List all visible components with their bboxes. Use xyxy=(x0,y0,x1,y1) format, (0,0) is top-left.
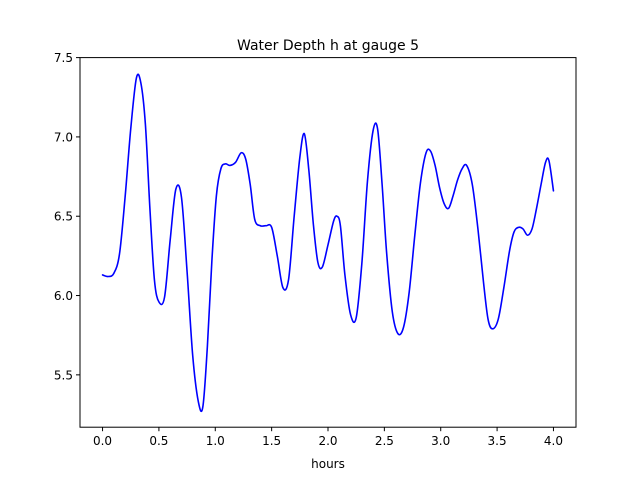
y-tick-label: 5.5 xyxy=(54,368,73,382)
x-tick-label: 0.5 xyxy=(149,434,168,448)
y-tick-label: 7.0 xyxy=(54,130,73,144)
x-axis: 0.0 0.5 1.0 1.5 2.0 2.5 3.0 3.5 4.0 xyxy=(93,427,563,448)
x-tick-label: 1.5 xyxy=(262,434,281,448)
series-line-0 xyxy=(101,73,555,413)
y-tick-label: 7.5 xyxy=(54,51,73,65)
x-tick-label: 0.0 xyxy=(93,434,112,448)
x-tick-label: 3.5 xyxy=(488,434,507,448)
x-axis-label: hours xyxy=(311,457,345,471)
x-tick-label: 2.0 xyxy=(318,434,337,448)
x-tick-label: 2.5 xyxy=(375,434,394,448)
y-axis: 5.5 6.0 6.5 7.0 7.5 xyxy=(54,51,80,382)
plot-area xyxy=(101,73,555,413)
x-tick-label: 1.0 xyxy=(206,434,225,448)
y-tick-label: 6.5 xyxy=(54,210,73,224)
y-tick-label: 6.0 xyxy=(54,289,73,303)
x-tick-label: 4.0 xyxy=(544,434,563,448)
x-tick-label: 3.0 xyxy=(431,434,450,448)
chart-title: Water Depth h at gauge 5 xyxy=(237,38,419,54)
